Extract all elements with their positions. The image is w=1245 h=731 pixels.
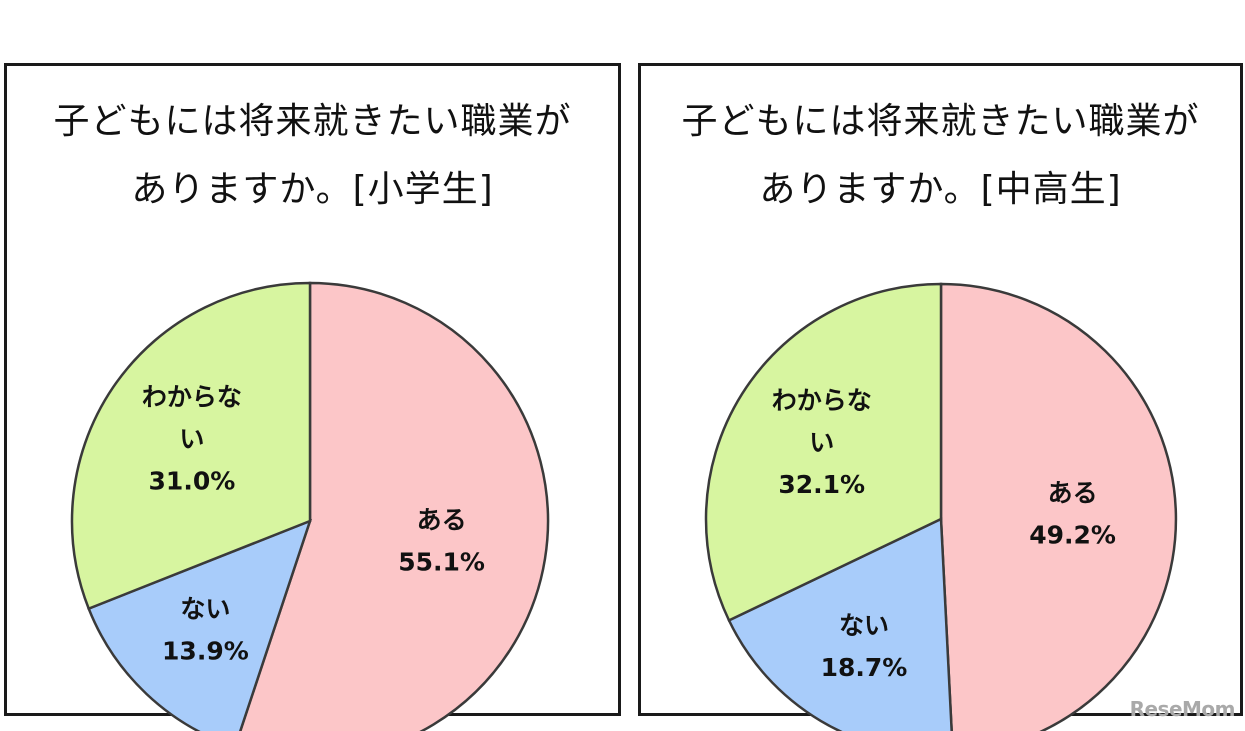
pie-slice-wakaranai <box>704 282 943 623</box>
chart-title-line-2: ありますか。[小学生] <box>131 169 494 210</box>
slice-value-label-wakaranai: 31.0% <box>149 467 236 496</box>
slice-value-label-nai: 18.7% <box>821 653 908 682</box>
chart-panel-elementary: 子どもには将来就きたい職業が ありますか。[小学生] ある 55.1% ない 13.9… <box>4 63 621 731</box>
slice-category-label-wakaranai: わからな <box>142 383 242 412</box>
slice-category-label-wakaranai: わからな <box>772 386 872 415</box>
slice-value-label-aru: 49.2% <box>1029 521 1116 550</box>
pie-slice-nai <box>87 518 313 731</box>
pie-slice-aru <box>939 282 1178 731</box>
slice-value-label-nai: 13.9% <box>162 637 249 666</box>
pie-slice-wakaranai <box>70 281 312 611</box>
chart-title-line-1: 子どもには将来就きたい職業が <box>681 101 1200 142</box>
slice-category-label-nai: ない <box>180 595 230 624</box>
slice-category-label-aru: ある <box>417 505 467 534</box>
pie-slice-aru <box>238 281 550 731</box>
slice-category-label-nai: ない <box>839 611 889 640</box>
chart-title: 子どもには将来就きたい職業が ありますか。[小学生] <box>7 88 618 224</box>
pie-slice-nai <box>727 517 953 731</box>
chart-panel-junior-senior-high: 子どもには将来就きたい職業が ありますか。[中高生] ある 49.2% ない 18.7… <box>638 63 1243 731</box>
slice-value-label-aru: 55.1% <box>398 547 485 576</box>
chart-title-line-2: ありますか。[中高生] <box>759 169 1122 210</box>
chart-title-line-1: 子どもには将来就きたい職業が <box>53 101 572 142</box>
watermark-logo: ReseMom <box>1129 697 1236 721</box>
slice-category-label-aru: ある <box>1048 479 1098 508</box>
slice-value-label-wakaranai: 32.1% <box>778 470 865 499</box>
slice-category-label-wakaranai: い <box>809 428 834 457</box>
slice-category-label-wakaranai: い <box>179 425 204 454</box>
chart-title: 子どもには将来就きたい職業が ありますか。[中高生] <box>641 88 1240 224</box>
